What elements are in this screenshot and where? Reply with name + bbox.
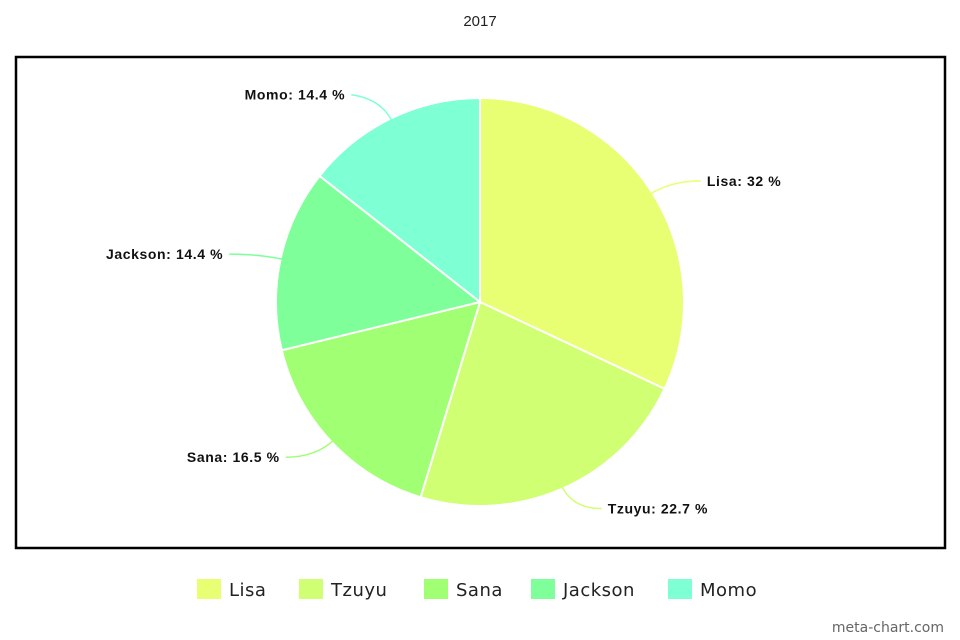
slice-label-tzuyu: Tzuyu: 22.7 %: [608, 501, 708, 517]
leader-line-lisa: [648, 180, 701, 196]
pie-slices: [275, 96, 685, 507]
legend-swatch-sana: [424, 579, 448, 599]
leader-line-momo: [351, 93, 394, 123]
leader-line-tzuyu: [560, 484, 602, 510]
legend-swatch-lisa: [197, 579, 221, 599]
legend-label-jackson: Jackson: [562, 580, 635, 601]
slice-label-sana: Sana: 16.5 %: [187, 449, 280, 465]
legend-label-lisa: Lisa: [229, 580, 266, 601]
legend-swatch-jackson: [531, 579, 555, 599]
leader-line-jackson: [229, 253, 285, 261]
watermark-text: meta-chart.com: [832, 620, 944, 636]
legend-label-tzuyu: Tzuyu: [330, 580, 387, 601]
slice-labels: Lisa: 32 % Tzuyu: 22.7 % Sana: 16.5 % Jacks…: [106, 87, 781, 517]
legend-swatch-tzuyu: [299, 579, 323, 599]
legend-label-momo: Momo: [700, 580, 757, 601]
slice-label-momo: Momo: 14.4 %: [245, 87, 346, 103]
legend-label-sana: Sana: [456, 580, 503, 601]
legend: Lisa Tzuyu Sana Jackson Momo: [197, 579, 757, 601]
legend-swatch-momo: [668, 579, 692, 599]
leader-line-sana: [285, 438, 336, 458]
slice-label-lisa: Lisa: 32 %: [707, 173, 781, 189]
slice-label-jackson: Jackson: 14.4 %: [106, 246, 223, 262]
chart-title: 2017: [463, 13, 496, 30]
leader-lines: [229, 93, 701, 510]
